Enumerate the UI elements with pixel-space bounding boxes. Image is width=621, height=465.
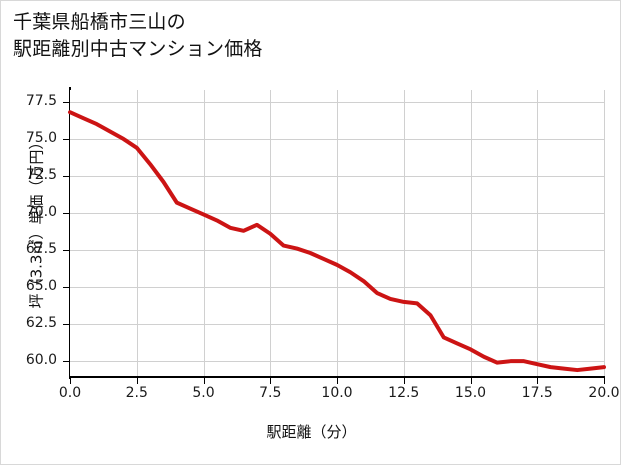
x-tick-mark: [337, 378, 338, 384]
x-tick-label: 2.5: [125, 385, 148, 401]
y-tick-label: 60.0: [25, 352, 57, 369]
y-tick-label: 77.5: [25, 92, 57, 109]
page-title: 千葉県船橋市三山の 駅距離別中古マンション価格: [13, 11, 263, 60]
y-tick-label: 72.5: [25, 166, 57, 183]
y-tick-mark: [63, 287, 70, 289]
x-tick-label: 7.5: [259, 385, 282, 401]
x-tick-label: 0.0: [58, 385, 82, 401]
gridline-vertical: [136, 90, 138, 376]
y-tick-mark: [63, 138, 70, 140]
y-tick-mark: [63, 212, 70, 214]
gridline-vertical: [203, 90, 205, 376]
gridline-vertical: [337, 90, 338, 376]
gridline-vertical: [403, 90, 405, 376]
y-tick-label: 62.5: [25, 315, 57, 332]
x-tick-mark: [403, 378, 405, 384]
y-tick-label: 65.0: [25, 278, 57, 295]
x-tick-mark: [270, 378, 272, 384]
x-tick-label: 20.0: [588, 385, 620, 401]
plot-area: [68, 90, 606, 376]
gridline-vertical: [604, 90, 605, 376]
x-tick-mark: [70, 378, 71, 384]
y-tick-mark: [63, 250, 70, 252]
x-axis-spine: [69, 376, 605, 378]
x-tick-mark: [203, 378, 205, 384]
y-tick-mark: [63, 175, 70, 177]
x-tick-label: 15.0: [454, 385, 487, 401]
x-tick-mark: [136, 378, 138, 384]
y-axis-title: 坪（3.3㎡）単価（万円）: [27, 134, 46, 309]
y-tick-label: 67.5: [25, 241, 57, 258]
x-tick-label: 12.5: [388, 385, 420, 401]
x-tick-label: 5.0: [192, 385, 215, 401]
x-tick-mark: [470, 378, 472, 384]
gridline-vertical: [470, 90, 472, 376]
line-series: [68, 110, 606, 373]
x-axis-title: 駅距離（分）: [266, 423, 357, 441]
x-tick-mark: [604, 378, 605, 384]
y-tick-mark: [63, 101, 70, 103]
y-tick-mark: [63, 324, 70, 326]
x-tick-label: 17.5: [521, 385, 553, 401]
series-polyline: [68, 110, 606, 373]
x-tick-mark: [537, 378, 539, 384]
y-tick-mark: [63, 361, 70, 363]
x-tick-label: 10.0: [321, 385, 353, 401]
y-tick-label: 75.0: [25, 129, 57, 146]
y-tick-label: 70.0: [25, 203, 57, 220]
gridline-vertical: [537, 90, 539, 376]
